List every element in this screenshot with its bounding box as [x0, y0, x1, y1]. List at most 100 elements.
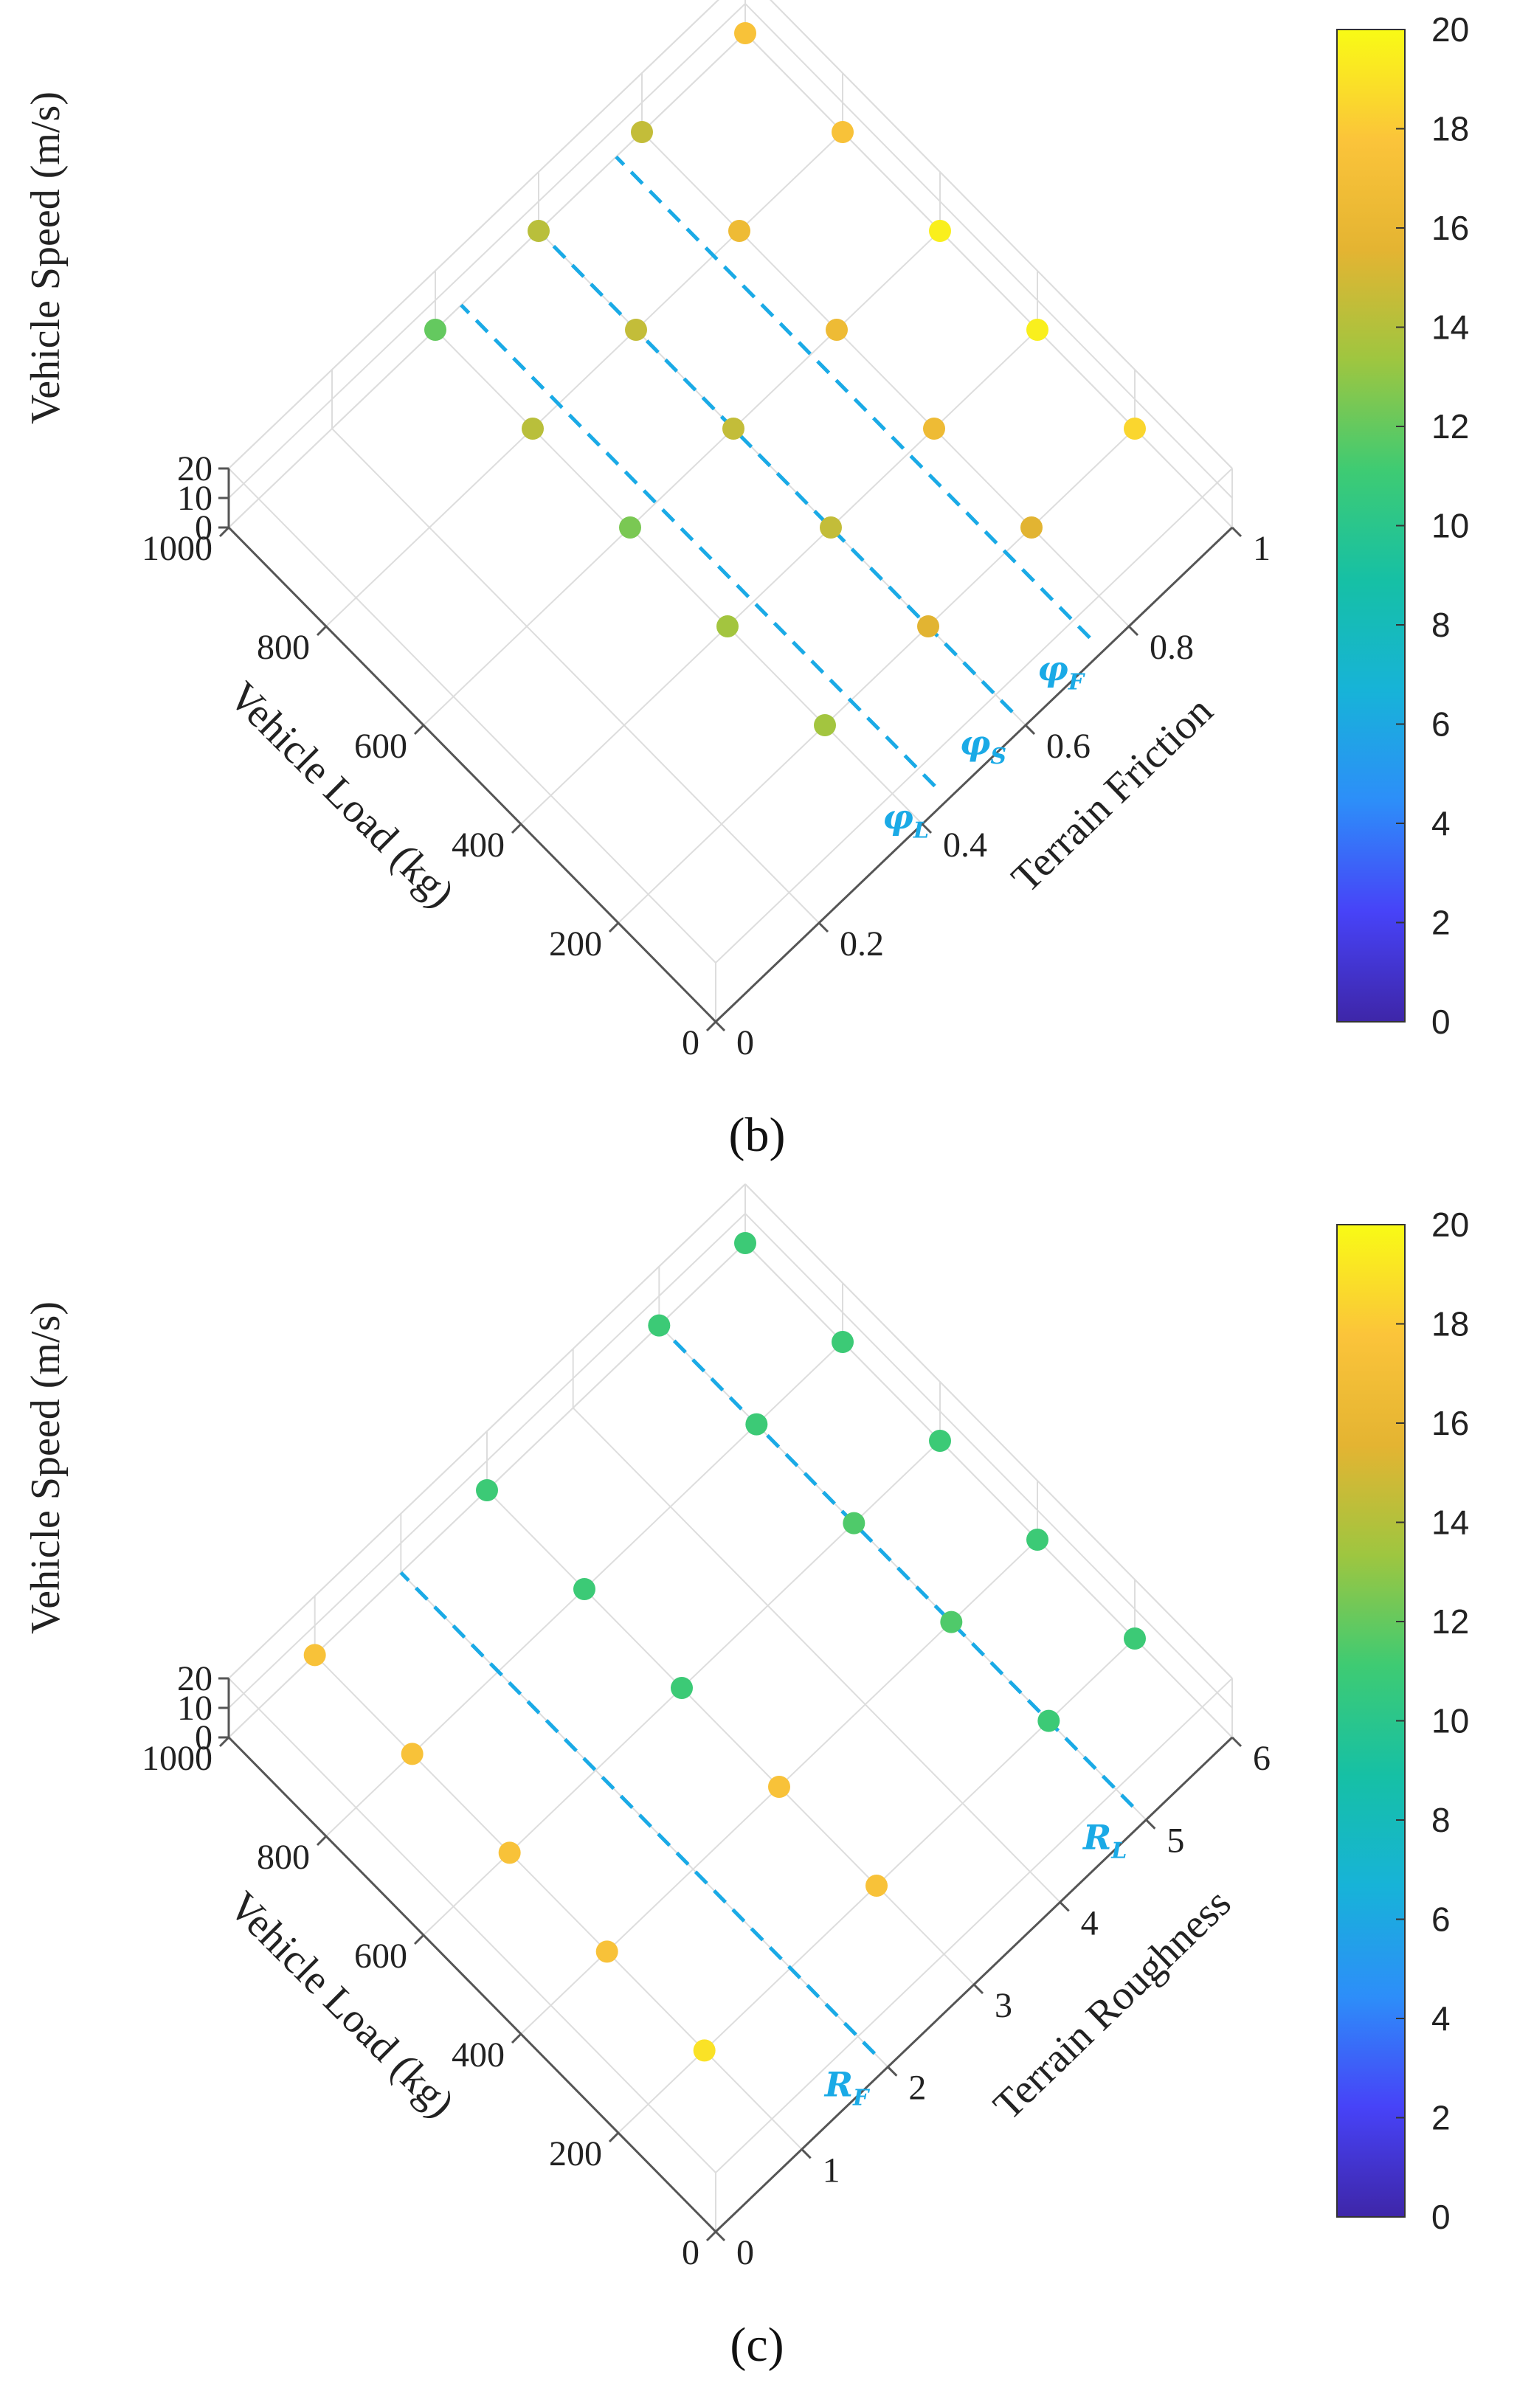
x-tick-label: 800: [257, 1838, 310, 1877]
data-point: [1020, 516, 1043, 539]
data-point: [865, 1875, 888, 1897]
data-point: [631, 121, 653, 143]
colorbar: 0 2 4 6 8 10 12 14 16 18 20: [1336, 1205, 1469, 2236]
reference-line: [460, 303, 936, 788]
y-tick-labels: 0 0.2 0.4 0.6 0.8 1: [736, 529, 1271, 1062]
y-axis-title: Terrain Friction: [1003, 688, 1221, 901]
colorbar-tick-label: 20: [1431, 10, 1469, 49]
y-tick-mark: [1145, 1819, 1156, 1830]
colorbar-tick-label: 18: [1431, 110, 1469, 148]
y-tick-label: 1: [1253, 529, 1271, 568]
z-axis-title: Vehicle Speed (m/s): [23, 91, 69, 424]
y-tick-mark: [972, 1983, 984, 1995]
data-points: [303, 1232, 1146, 2062]
data-point: [929, 1430, 951, 1452]
y-tick-mark: [801, 2148, 812, 2159]
x-tick-label: 0: [682, 1023, 699, 1062]
colorbar-tick-label: 4: [1431, 804, 1451, 843]
colorbar-gradient: [1336, 29, 1406, 1023]
box-top-edge: [228, 468, 716, 963]
data-point: [832, 1331, 854, 1353]
y-tick-label: 0.6: [1046, 727, 1091, 766]
data-point: [619, 516, 641, 539]
y-tick-label: 4: [1081, 1903, 1099, 1942]
y-tick-label: 0: [736, 2233, 754, 2272]
data-point: [401, 1743, 424, 1765]
data-point: [424, 319, 446, 341]
floor-grid-line: [618, 428, 1136, 924]
x-tick-label: 400: [452, 826, 505, 865]
axis-lines: [218, 467, 1243, 1032]
colorbar-tick-label: 20: [1431, 1205, 1469, 1244]
reference-line: [399, 1571, 877, 2055]
colorbar-tick-label: 10: [1431, 507, 1469, 545]
colorbar-tick-label: 2: [1431, 2099, 1451, 2137]
floor-grid-line: [572, 1407, 1061, 1903]
wall-grid-line: [744, 32, 1233, 528]
y-tick-mark: [818, 921, 829, 933]
x-tick-mark: [218, 526, 230, 538]
panel-caption: (b): [729, 1108, 786, 1162]
wall-grid-line: [228, 0, 719, 469]
x-axis-line: [227, 1736, 717, 2233]
data-point: [528, 220, 550, 242]
data-point: [734, 22, 756, 44]
y-tick-mark: [1231, 526, 1243, 538]
data-point: [923, 418, 945, 440]
colorbar-gradient: [1336, 1224, 1406, 2218]
colorbar-tick-label: 18: [1431, 1305, 1469, 1343]
y-tick-label: 5: [1167, 1821, 1184, 1861]
z-tick-label: 0: [195, 1718, 212, 1757]
colorbar-tick-label: 4: [1431, 1999, 1451, 2038]
colorbar: 0 2 4 6 8 10 12 14 16 18 20: [1336, 10, 1469, 1041]
data-point: [1026, 319, 1048, 341]
box-top-edge: [715, 468, 1233, 963]
wall-grid-line: [744, 1242, 1233, 1738]
x-tick-label: 200: [549, 924, 602, 963]
y-tick-mark: [1059, 1901, 1070, 1912]
x-tick-mark: [413, 1934, 425, 1945]
box-top-edge: [770, 0, 1233, 469]
y-tick-mark: [714, 2230, 726, 2242]
y-tick-mark: [921, 823, 933, 834]
y-tick-mark: [1231, 1736, 1243, 1748]
y-tick-label: 6: [1253, 1739, 1271, 1778]
wall-grid-line: [744, 3, 1233, 499]
data-point: [734, 1232, 756, 1254]
x-tick-label: 800: [257, 628, 310, 667]
x-axis-title: Vehicle Load (kg): [220, 1883, 463, 2126]
wall-grid-line: [228, 3, 746, 499]
x-tick-labels: 0 200 400 600 800 1000: [142, 1739, 699, 2272]
box-top-edge: [228, 1678, 716, 2173]
data-point: [498, 1841, 521, 1864]
y-tick-mark: [1024, 724, 1036, 736]
data-point: [728, 220, 750, 242]
axis-lines: [218, 1677, 1243, 2242]
data-point: [1124, 418, 1146, 440]
x-tick-mark: [511, 823, 522, 834]
x-tick-label: 200: [549, 2134, 602, 2173]
x-tick-label: 1000: [142, 529, 212, 568]
x-tick-mark: [218, 1736, 230, 1748]
x-tick-mark: [316, 625, 328, 637]
colorbar-tick-label: 12: [1431, 1602, 1469, 1641]
box-top-edge: [715, 1678, 1233, 2173]
z-tick-label: 20: [177, 449, 212, 488]
colorbar-tick-label: 10: [1431, 1702, 1469, 1740]
floor-grid-line: [520, 329, 1038, 825]
x-tick-mark: [705, 2230, 717, 2242]
floor-grid-line: [486, 1490, 975, 1985]
wall-grid-line: [228, 1183, 746, 1679]
x-tick-mark: [608, 2131, 620, 2143]
data-points: [424, 22, 1146, 736]
y-tick-label: 1: [823, 2151, 840, 2190]
y-tick-labels: 0 1 2 3 4 5 6: [736, 1739, 1271, 2272]
y-tick-label: 0.8: [1150, 628, 1194, 667]
x-tick-label: 1000: [142, 1739, 212, 1778]
data-point: [573, 1578, 595, 1600]
y-tick-label: 2: [908, 2069, 926, 2108]
reference-label: φS: [960, 723, 1006, 769]
wall-grid-line: [228, 1213, 746, 1709]
